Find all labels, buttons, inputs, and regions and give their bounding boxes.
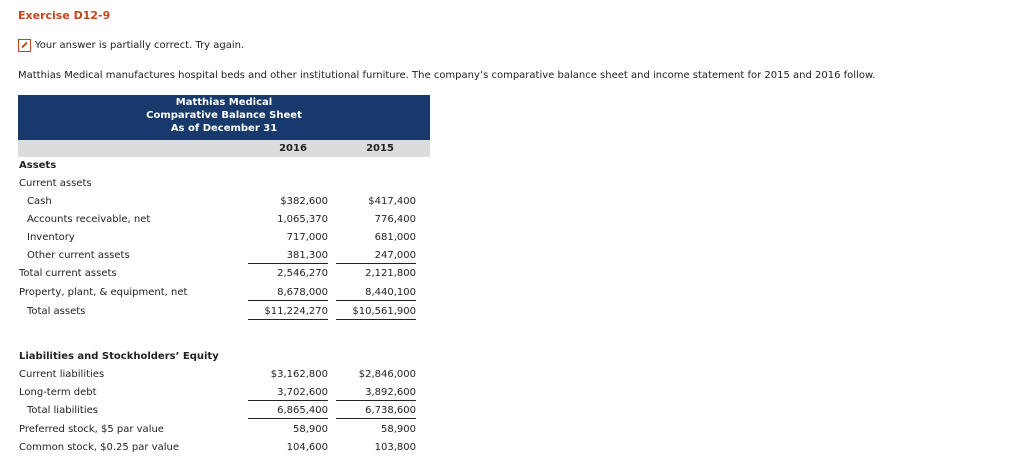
value-2015: $417,400 [368,196,416,207]
row-label: Accounts receivable, net [27,214,151,225]
row-label: Current liabilities [19,369,105,380]
value-2016: 717,000 [286,232,328,243]
value-2016: 58,900 [293,424,328,435]
row-label: Assets [19,160,57,171]
value-2015: 776,400 [374,214,416,225]
value-2016: 8,678,000 [248,285,328,301]
column-header: 2016 2015 [18,140,430,157]
value-2016: 104,600 [286,442,328,453]
intro-text: Matthias Medical manufactures hospital b… [18,70,876,81]
value-2015: 6,738,600 [336,403,416,419]
value-2015: 681,000 [374,232,416,243]
value-2016: 1,065,370 [277,214,328,225]
value-2015: $2,846,000 [358,369,416,380]
value-2015: $10,561,900 [336,304,416,320]
value-2016: 3,702,600 [248,385,328,401]
column-label: 2015 [366,143,394,154]
feedback-text: Your answer is partially correct. Try ag… [35,39,245,51]
row-label: Total liabilities [27,405,98,416]
partial-icon [18,38,31,52]
row-label: Preferred stock, $5 par value [19,424,164,435]
value-2015: 8,440,100 [336,285,416,301]
value-2015: 247,000 [336,248,416,264]
row-label: Inventory [27,232,75,243]
value-2015: 3,892,600 [336,385,416,401]
column-label: 2016 [279,143,307,154]
row-label: Total assets [27,306,86,317]
row-label: Common stock, $0.25 par value [19,442,179,453]
value-2016: $11,224,270 [248,304,328,320]
value-2016: 2,546,270 [277,268,328,279]
row-label: Total current assets [19,268,117,279]
table-header: Matthias Medical Comparative Balance She… [18,95,430,140]
table-title: As of December 31 [170,123,278,134]
exercise-title: Exercise D12-9 [18,9,111,22]
value-2016: 381,300 [248,248,328,264]
table-title: Comparative Balance Sheet [146,110,302,121]
row-label: Other current assets [27,250,130,261]
table-title: Matthias Medical [175,97,273,108]
value-2016: $382,600 [280,196,328,207]
row-label: Long-term debt [19,387,97,398]
value-2015: 103,800 [374,442,416,453]
row-label: Cash [27,196,52,207]
value-2015: 2,121,800 [365,268,416,279]
row-label: Liabilities and Stockholders’ Equity [19,351,219,362]
row-label: Property, plant, & equipment, net [19,287,188,298]
value-2016: 6,865,400 [248,403,328,419]
row-label: Current assets [19,178,92,189]
feedback: Your answer is partially correct. Try ag… [18,38,244,52]
value-2015: 58,900 [381,424,416,435]
value-2016: $3,162,800 [270,369,328,380]
